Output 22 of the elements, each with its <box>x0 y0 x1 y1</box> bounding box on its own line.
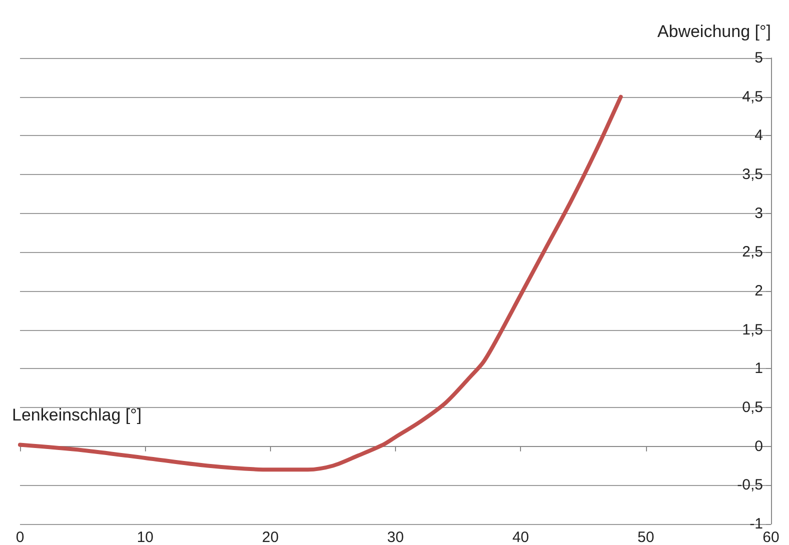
y-tick-label: 0 <box>754 438 763 455</box>
y-tick-label: 4 <box>754 127 763 144</box>
y-tick-label: 3 <box>754 204 763 222</box>
x-tick-label: 50 <box>637 529 654 545</box>
y-tick-label: -1 <box>750 516 763 532</box>
y-tick-label: 2 <box>754 282 763 300</box>
y-tick-label: 5 <box>754 50 763 66</box>
x-tick-label: 0 <box>16 529 24 545</box>
y-tick-label: -0,5 <box>737 476 763 494</box>
x-tick-label: 30 <box>387 529 404 545</box>
x-tick-label: 20 <box>262 529 279 545</box>
y-tick-label: 3,5 <box>742 166 763 183</box>
y-tick-label: 2,5 <box>742 244 763 261</box>
x-tick-label: 40 <box>512 529 530 545</box>
x-axis-title: Lenkeinschlag [°] <box>12 405 142 424</box>
x-tick-label: 60 <box>762 529 780 545</box>
y-tick-label: 4,5 <box>742 88 763 106</box>
x-tick-label: 10 <box>136 529 154 545</box>
y-tick-label: 0,5 <box>742 399 763 416</box>
y-tick-label: 1 <box>754 360 763 378</box>
y-tick-label: 1,5 <box>742 321 763 338</box>
y-axis-title: Abweichung [°] <box>657 22 771 41</box>
